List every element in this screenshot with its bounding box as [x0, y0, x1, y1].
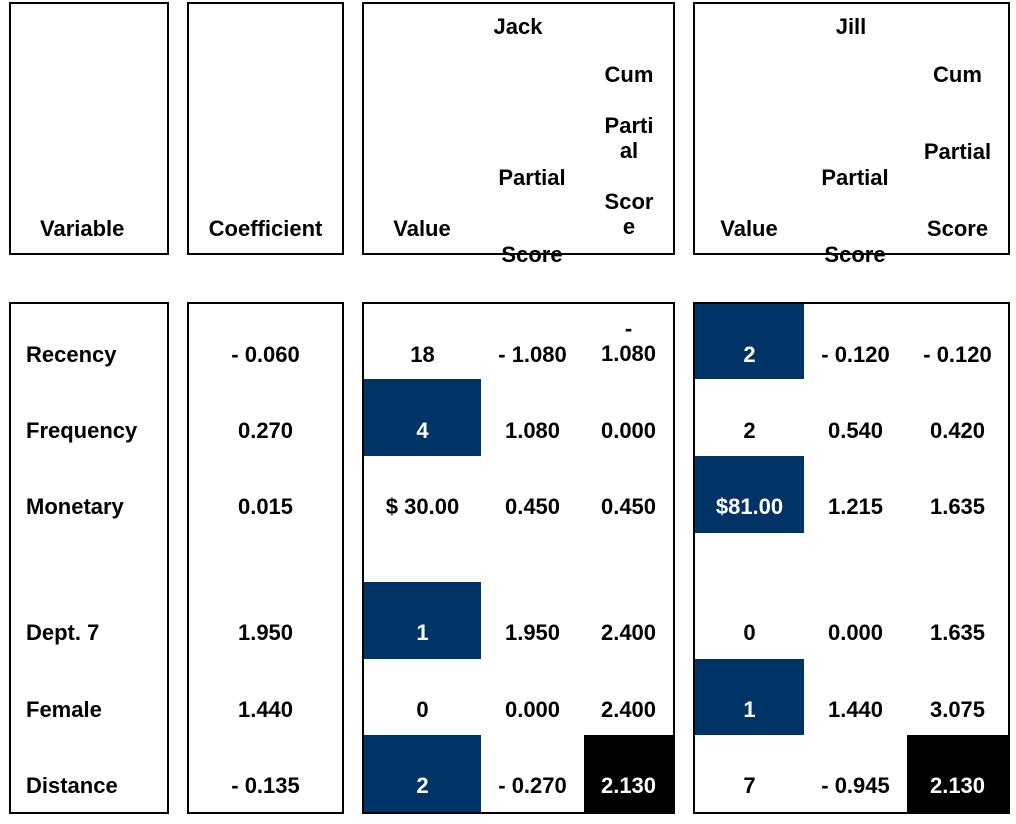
- header-variable: Variable: [40, 216, 125, 241]
- row-frequency-jack-value: 4: [416, 418, 429, 443]
- row-female-jack-partial: 0.000: [504, 697, 561, 722]
- row-female-jill-value: 1: [743, 697, 756, 722]
- highlight-jill-monetary-value: [695, 456, 804, 533]
- row-distance-jill-value: 7: [743, 773, 756, 798]
- row-distance-variable: Distance: [26, 773, 118, 798]
- row-female-coefficient: 1.440: [237, 697, 294, 722]
- row-dept7-jack-cum: 2.400: [600, 620, 657, 645]
- row-frequency-jill-value: 2: [743, 418, 756, 443]
- row-monetary-jack-partial: 0.450: [504, 494, 561, 519]
- row-frequency-jill-cum: 0.420: [929, 418, 986, 443]
- row-recency-jill-cum: - 0.120: [923, 342, 992, 367]
- header-jack-value: Value: [393, 216, 451, 241]
- row-recency-jill-partial: - 0.120: [821, 342, 890, 367]
- row-frequency-coefficient: 0.270: [237, 418, 294, 443]
- row-dept7-jill-cum: 1.635: [929, 620, 986, 645]
- row-distance-jack-cum: 2.130: [600, 773, 657, 798]
- row-frequency-jack-partial: 1.080: [504, 418, 561, 443]
- header-jack-cum-mid: Parti al: [604, 113, 654, 163]
- row-recency-coefficient: - 0.060: [231, 342, 300, 367]
- row-dept7-jack-partial: 1.950: [504, 620, 561, 645]
- header-jill-cum-bot: Score: [926, 216, 989, 241]
- row-monetary-jill-value: $81.00: [715, 494, 784, 519]
- row-frequency-jack-cum: 0.000: [600, 418, 657, 443]
- highlight-jack-frequency-value: [364, 379, 481, 456]
- row-distance-jill-partial: - 0.945: [821, 773, 890, 798]
- row-dept7-jill-value: 0: [743, 620, 756, 645]
- row-distance-jack-value: 2: [416, 773, 429, 798]
- row-monetary-jill-cum: 1.635: [929, 494, 986, 519]
- header-jack-box: [362, 2, 675, 255]
- header-jill-name: Jill: [835, 14, 867, 39]
- header-coefficient: Coefficient: [208, 216, 323, 241]
- row-recency-variable: Recency: [26, 342, 117, 367]
- row-female-jack-value: 0: [416, 697, 429, 722]
- header-variable-box: [9, 2, 169, 255]
- row-monetary-jack-cum: 0.450: [600, 494, 657, 519]
- row-distance-jack-partial: - 0.270: [498, 773, 567, 798]
- header-jill-value: Value: [720, 216, 778, 241]
- row-monetary-coefficient: 0.015: [237, 494, 294, 519]
- row-dept7-jill-partial: 0.000: [827, 620, 884, 645]
- row-dept7-variable: Dept. 7: [26, 620, 100, 645]
- header-jack-name: Jack: [493, 14, 543, 39]
- row-dept7-coefficient: 1.950: [237, 620, 294, 645]
- row-distance-jill-cum: 2.130: [929, 773, 986, 798]
- row-monetary-variable: Monetary: [26, 494, 124, 519]
- row-recency-jack-value: 18: [410, 342, 435, 367]
- highlight-jill-recency-value: [695, 304, 804, 379]
- header-jack-partial: Partial Score: [498, 165, 566, 267]
- header-jill-box: [693, 2, 1010, 255]
- row-monetary-jack-value: $ 30.00: [385, 494, 460, 519]
- header-jack-cum-bot: Scor e: [604, 189, 654, 239]
- row-distance-coefficient: - 0.135: [231, 773, 300, 798]
- row-recency-jack-cum: - 1.080: [600, 316, 657, 366]
- highlight-jill-distance-cum: [907, 735, 1008, 812]
- header-jack-cum-top: Cum: [604, 62, 654, 87]
- row-monetary-jill-partial: 1.215: [827, 494, 884, 519]
- row-frequency-variable: Frequency: [26, 418, 138, 443]
- body-variable-box: [9, 302, 169, 814]
- row-female-jill-partial: 1.440: [827, 697, 884, 722]
- header-coefficient-box: [187, 2, 344, 255]
- header-jill-cum-mid: Partial: [923, 139, 992, 164]
- highlight-jack-distance-value: [364, 735, 481, 812]
- header-jill-cum-top: Cum: [933, 62, 982, 87]
- header-jill-partial: Partial Score: [821, 165, 889, 267]
- row-dept7-jack-value: 1: [416, 620, 429, 645]
- row-frequency-jill-partial: 0.540: [827, 418, 884, 443]
- row-female-jill-cum: 3.075: [929, 697, 986, 722]
- row-recency-jill-value: 2: [743, 342, 756, 367]
- body-coefficient-box: [187, 302, 344, 814]
- highlight-jack-distance-cum: [584, 735, 673, 812]
- row-female-variable: Female: [26, 697, 102, 722]
- highlight-jill-female-value: [695, 659, 804, 735]
- row-female-jack-cum: 2.400: [600, 697, 657, 722]
- highlight-jack-dept7-value: [364, 582, 481, 659]
- row-recency-jack-partial: - 1.080: [498, 342, 567, 367]
